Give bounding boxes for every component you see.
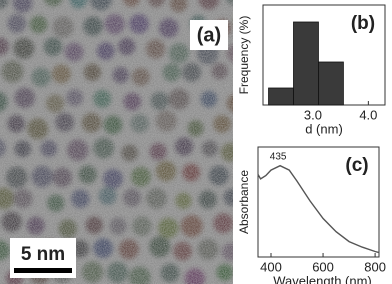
panel-label: (c) bbox=[345, 155, 368, 176]
particle bbox=[236, 262, 258, 284]
x-tick-label: 3.0 bbox=[304, 107, 322, 122]
scale-bar-label: 5 nm bbox=[21, 244, 65, 265]
x-tick-label: 4.0 bbox=[359, 107, 377, 122]
scale-bar bbox=[14, 268, 72, 273]
y-axis-label: Absorbance bbox=[237, 170, 251, 234]
bar bbox=[268, 87, 294, 106]
x-axis-label: Wavelength (nm) bbox=[273, 273, 372, 284]
plot-frame bbox=[257, 146, 380, 258]
bar bbox=[318, 61, 344, 106]
annotation: 435 bbox=[270, 151, 287, 162]
x-tick-label: 800 bbox=[364, 259, 386, 274]
panel-label-box bbox=[339, 151, 375, 179]
panel-label: (b) bbox=[351, 13, 375, 34]
panel-label-box bbox=[345, 9, 381, 37]
bar bbox=[293, 21, 319, 106]
panel-label: (a) bbox=[197, 24, 221, 46]
spectrum-line bbox=[257, 164, 380, 254]
x-tick-label: 600 bbox=[312, 259, 334, 274]
x-axis-label: d (nm) bbox=[305, 121, 343, 136]
particle bbox=[240, 119, 256, 135]
y-axis-label: Frequency (%) bbox=[237, 16, 251, 95]
x-tick-label: 400 bbox=[260, 259, 282, 274]
label-box bbox=[190, 20, 228, 50]
